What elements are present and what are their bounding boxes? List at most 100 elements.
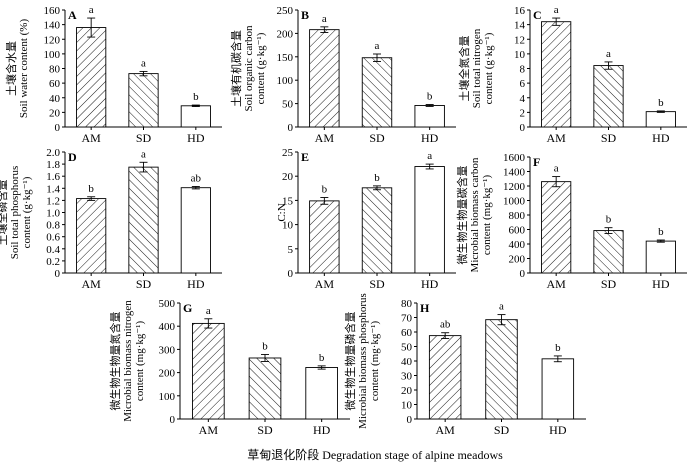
y-axis-label: 土壤全磷含量 Soil total phosphorus content (g·kg… bbox=[0, 166, 33, 260]
bar-am bbox=[309, 29, 340, 128]
y-tick-label: 50 bbox=[401, 342, 413, 354]
bar-am bbox=[309, 200, 340, 274]
x-tick-label: SD bbox=[257, 423, 273, 437]
bar-am bbox=[76, 27, 107, 128]
panel-f: 0 200 400 600 800 1000 1200 1400 1600 a AM b SD b HD F 微… bbox=[455, 152, 687, 291]
y-tick-label: 120 bbox=[44, 34, 61, 46]
y-tick-label: 0 bbox=[55, 268, 61, 280]
y-tick-label: 250 bbox=[277, 5, 294, 17]
significance-letter: a bbox=[141, 57, 146, 69]
panel-letter: B bbox=[301, 8, 309, 22]
y-axis-label: 土壤含水量 Soil water content (%) bbox=[4, 19, 30, 119]
bar-am bbox=[541, 21, 572, 128]
bar-hd bbox=[645, 111, 676, 128]
y-tick-label: 80 bbox=[49, 64, 61, 76]
x-tick-label: AM bbox=[315, 131, 335, 145]
significance-letter: b bbox=[606, 214, 612, 226]
y-tick-label: 1200 bbox=[503, 181, 526, 193]
y-axis-label-line: content (mg·kg⁻¹) bbox=[134, 321, 146, 402]
y-tick-label: 5 bbox=[288, 244, 294, 256]
x-tick-label: HD bbox=[421, 131, 439, 145]
y-tick-label: 0 bbox=[170, 414, 176, 426]
significance-letter: b bbox=[322, 183, 328, 195]
x-tick-label: HD bbox=[421, 277, 439, 291]
y-tick-label: 1400 bbox=[503, 167, 526, 179]
y-tick-label: 40 bbox=[49, 93, 61, 105]
bar-sd bbox=[593, 230, 624, 274]
y-tick-label: 8 bbox=[520, 64, 526, 76]
panel-letter: C bbox=[533, 8, 542, 22]
panel-letter: H bbox=[420, 301, 430, 315]
significance-letter: b bbox=[658, 226, 664, 238]
y-tick-label: 100 bbox=[44, 49, 61, 61]
panel-letter: G bbox=[183, 301, 192, 315]
panel-c: 0 2 4 6 8 10 12 14 16 a AM a SD b HD C 土壤全氮含量 Soil total … bbox=[457, 4, 687, 145]
y-tick-label: 14 bbox=[514, 20, 526, 32]
panel-letter: E bbox=[301, 150, 309, 164]
y-axis-label-line: content (mg·kg⁻¹) bbox=[481, 175, 493, 256]
significance-letter: a bbox=[206, 305, 211, 317]
y-tick-label: 1.8 bbox=[46, 159, 60, 171]
x-tick-label: HD bbox=[187, 131, 205, 145]
y-axis-label: 土壤有机碳含量 Soil organic carbon content (g·kg⁻… bbox=[229, 25, 267, 111]
y-tick-label: 1.2 bbox=[46, 195, 60, 207]
panel-b: 0 50 100 150 200 250 a AM a SD b HD B 土壤有机碳含量 Soil org… bbox=[229, 5, 456, 145]
x-tick-label: AM bbox=[546, 131, 566, 145]
y-tick-label: 200 bbox=[159, 368, 176, 380]
bar-sd bbox=[485, 319, 518, 420]
y-tick-label: 100 bbox=[277, 75, 294, 87]
bar-sd bbox=[593, 65, 624, 128]
y-axis-label: 微生物生物量磷含量 Microbial biomass phosphorus con… bbox=[343, 293, 381, 429]
panel-e: 0 5 10 15 20 25 b AM b SD a HD E C:N bbox=[276, 147, 456, 291]
y-tick-label: 15 bbox=[282, 195, 294, 207]
y-axis-label-line: Microbial biomass nitrogen bbox=[122, 300, 134, 422]
y-axis-label-line: Soil water content (%) bbox=[18, 19, 30, 119]
x-tick-label: AM bbox=[546, 277, 566, 291]
y-tick-label: 80 bbox=[401, 298, 413, 310]
bar-hd bbox=[645, 240, 676, 274]
significance-letter: a bbox=[499, 301, 504, 313]
x-tick-label: SD bbox=[601, 131, 617, 145]
y-axis-label-line: 微生物生物量碳含量 bbox=[455, 166, 469, 265]
y-tick-label: 100 bbox=[159, 391, 176, 403]
y-tick-label: 1.6 bbox=[46, 171, 60, 183]
x-tick-label: AM bbox=[81, 131, 101, 145]
x-tick-label: HD bbox=[549, 423, 567, 437]
significance-letter: b bbox=[193, 91, 199, 103]
bar-sd bbox=[361, 187, 393, 274]
panel-g: 0 100 200 300 400 500 a AM b SD b HD G 微生物生物量氮含量 Micro… bbox=[108, 298, 350, 437]
y-axis-label: 土壤全氮含量 Soil total nitrogen content (g·kg⁻¹… bbox=[457, 28, 495, 108]
bar-am bbox=[428, 335, 462, 420]
x-tick-label: SD bbox=[494, 423, 510, 437]
y-axis-label-line: Microbial biomass carbon bbox=[469, 157, 481, 272]
y-tick-label: 300 bbox=[159, 344, 176, 356]
significance-letter: a bbox=[427, 150, 432, 162]
significance-letter: a bbox=[554, 163, 559, 175]
y-axis-label-line: Soil total phosphorus bbox=[9, 166, 21, 260]
y-axis-label-line: 土壤全氮含量 bbox=[457, 36, 471, 102]
y-tick-label: 12 bbox=[514, 34, 525, 46]
y-axis-label-line: 微生物生物量磷含量 bbox=[343, 312, 357, 411]
y-tick-label: 1.0 bbox=[46, 208, 60, 220]
significance-letter: a bbox=[375, 40, 380, 52]
significance-letter: b bbox=[88, 183, 94, 195]
significance-letter: b bbox=[374, 172, 380, 184]
panel-d: 00.20.40.60.81.01.21.41.61.82.0 b AM a SD ab H… bbox=[0, 147, 222, 291]
y-axis-label: 微生物生物量氮含量 Microbial biomass nitrogen conte… bbox=[108, 300, 146, 422]
bar-am bbox=[192, 322, 225, 420]
y-tick-label: 0 bbox=[407, 414, 413, 426]
y-tick-label: 4 bbox=[520, 93, 526, 105]
bar-hd bbox=[414, 105, 445, 128]
significance-letter: a bbox=[89, 4, 94, 16]
significance-letter: a bbox=[606, 48, 611, 60]
y-tick-label: 0 bbox=[520, 268, 526, 280]
y-tick-label: 10 bbox=[282, 220, 294, 232]
y-tick-label: 140 bbox=[44, 20, 61, 32]
bar-sd bbox=[361, 57, 393, 128]
y-tick-label: 2 bbox=[520, 107, 526, 119]
bar-hd bbox=[414, 166, 445, 274]
x-tick-label: HD bbox=[313, 423, 331, 437]
y-tick-label: 0.2 bbox=[46, 256, 60, 268]
